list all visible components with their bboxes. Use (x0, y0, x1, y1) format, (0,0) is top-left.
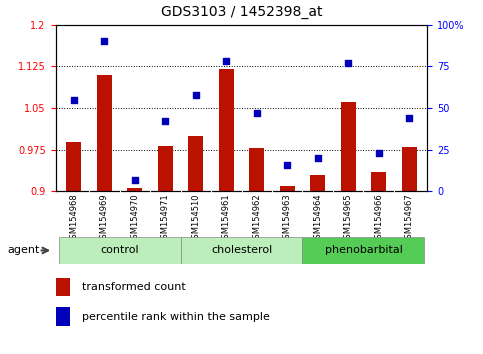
Bar (56, 278, 71, 296)
Point (161, 119, 169, 124)
Text: GSM154968: GSM154968 (70, 193, 78, 244)
Point (253, 110, 261, 116)
Text: GSM154970: GSM154970 (130, 193, 139, 244)
Bar (401, 147, 417, 191)
Bar (219, 69, 234, 191)
Bar (310, 175, 326, 191)
Point (314, 155, 322, 161)
Text: GSM154965: GSM154965 (344, 193, 353, 244)
Bar (280, 185, 295, 191)
Bar (371, 172, 386, 191)
Text: cholesterol: cholesterol (211, 245, 272, 256)
Bar (302, 237, 425, 264)
Bar (127, 188, 142, 191)
Point (375, 150, 383, 156)
Text: phenobarbital: phenobarbital (325, 245, 402, 256)
Text: GDS3103 / 1452398_at: GDS3103 / 1452398_at (161, 5, 322, 19)
Bar (341, 102, 356, 191)
Point (70, 97, 78, 103)
Text: GSM154969: GSM154969 (100, 193, 109, 244)
Point (222, 58, 230, 64)
Text: control: control (100, 245, 139, 256)
Bar (157, 146, 173, 191)
Point (100, 39, 108, 44)
Text: GSM154962: GSM154962 (252, 193, 261, 244)
Text: transformed count: transformed count (82, 282, 185, 292)
Text: GSM154961: GSM154961 (222, 193, 231, 244)
Bar (66, 142, 82, 191)
Text: GSM154963: GSM154963 (283, 193, 292, 244)
Text: GSM154967: GSM154967 (405, 193, 413, 244)
Point (405, 115, 413, 121)
Bar (188, 136, 203, 191)
Text: GSM154964: GSM154964 (313, 193, 322, 244)
Bar (58, 237, 181, 264)
Bar (249, 148, 264, 191)
Text: GSM154510: GSM154510 (191, 193, 200, 244)
Bar (56, 307, 71, 326)
Point (131, 177, 139, 182)
Bar (97, 75, 112, 191)
Point (344, 60, 352, 66)
Bar (181, 237, 302, 264)
Text: GSM154966: GSM154966 (374, 193, 383, 244)
Point (192, 92, 199, 97)
Text: percentile rank within the sample: percentile rank within the sample (82, 312, 270, 321)
Point (284, 162, 291, 167)
Text: GSM154971: GSM154971 (161, 193, 170, 244)
Text: agent: agent (7, 245, 40, 256)
